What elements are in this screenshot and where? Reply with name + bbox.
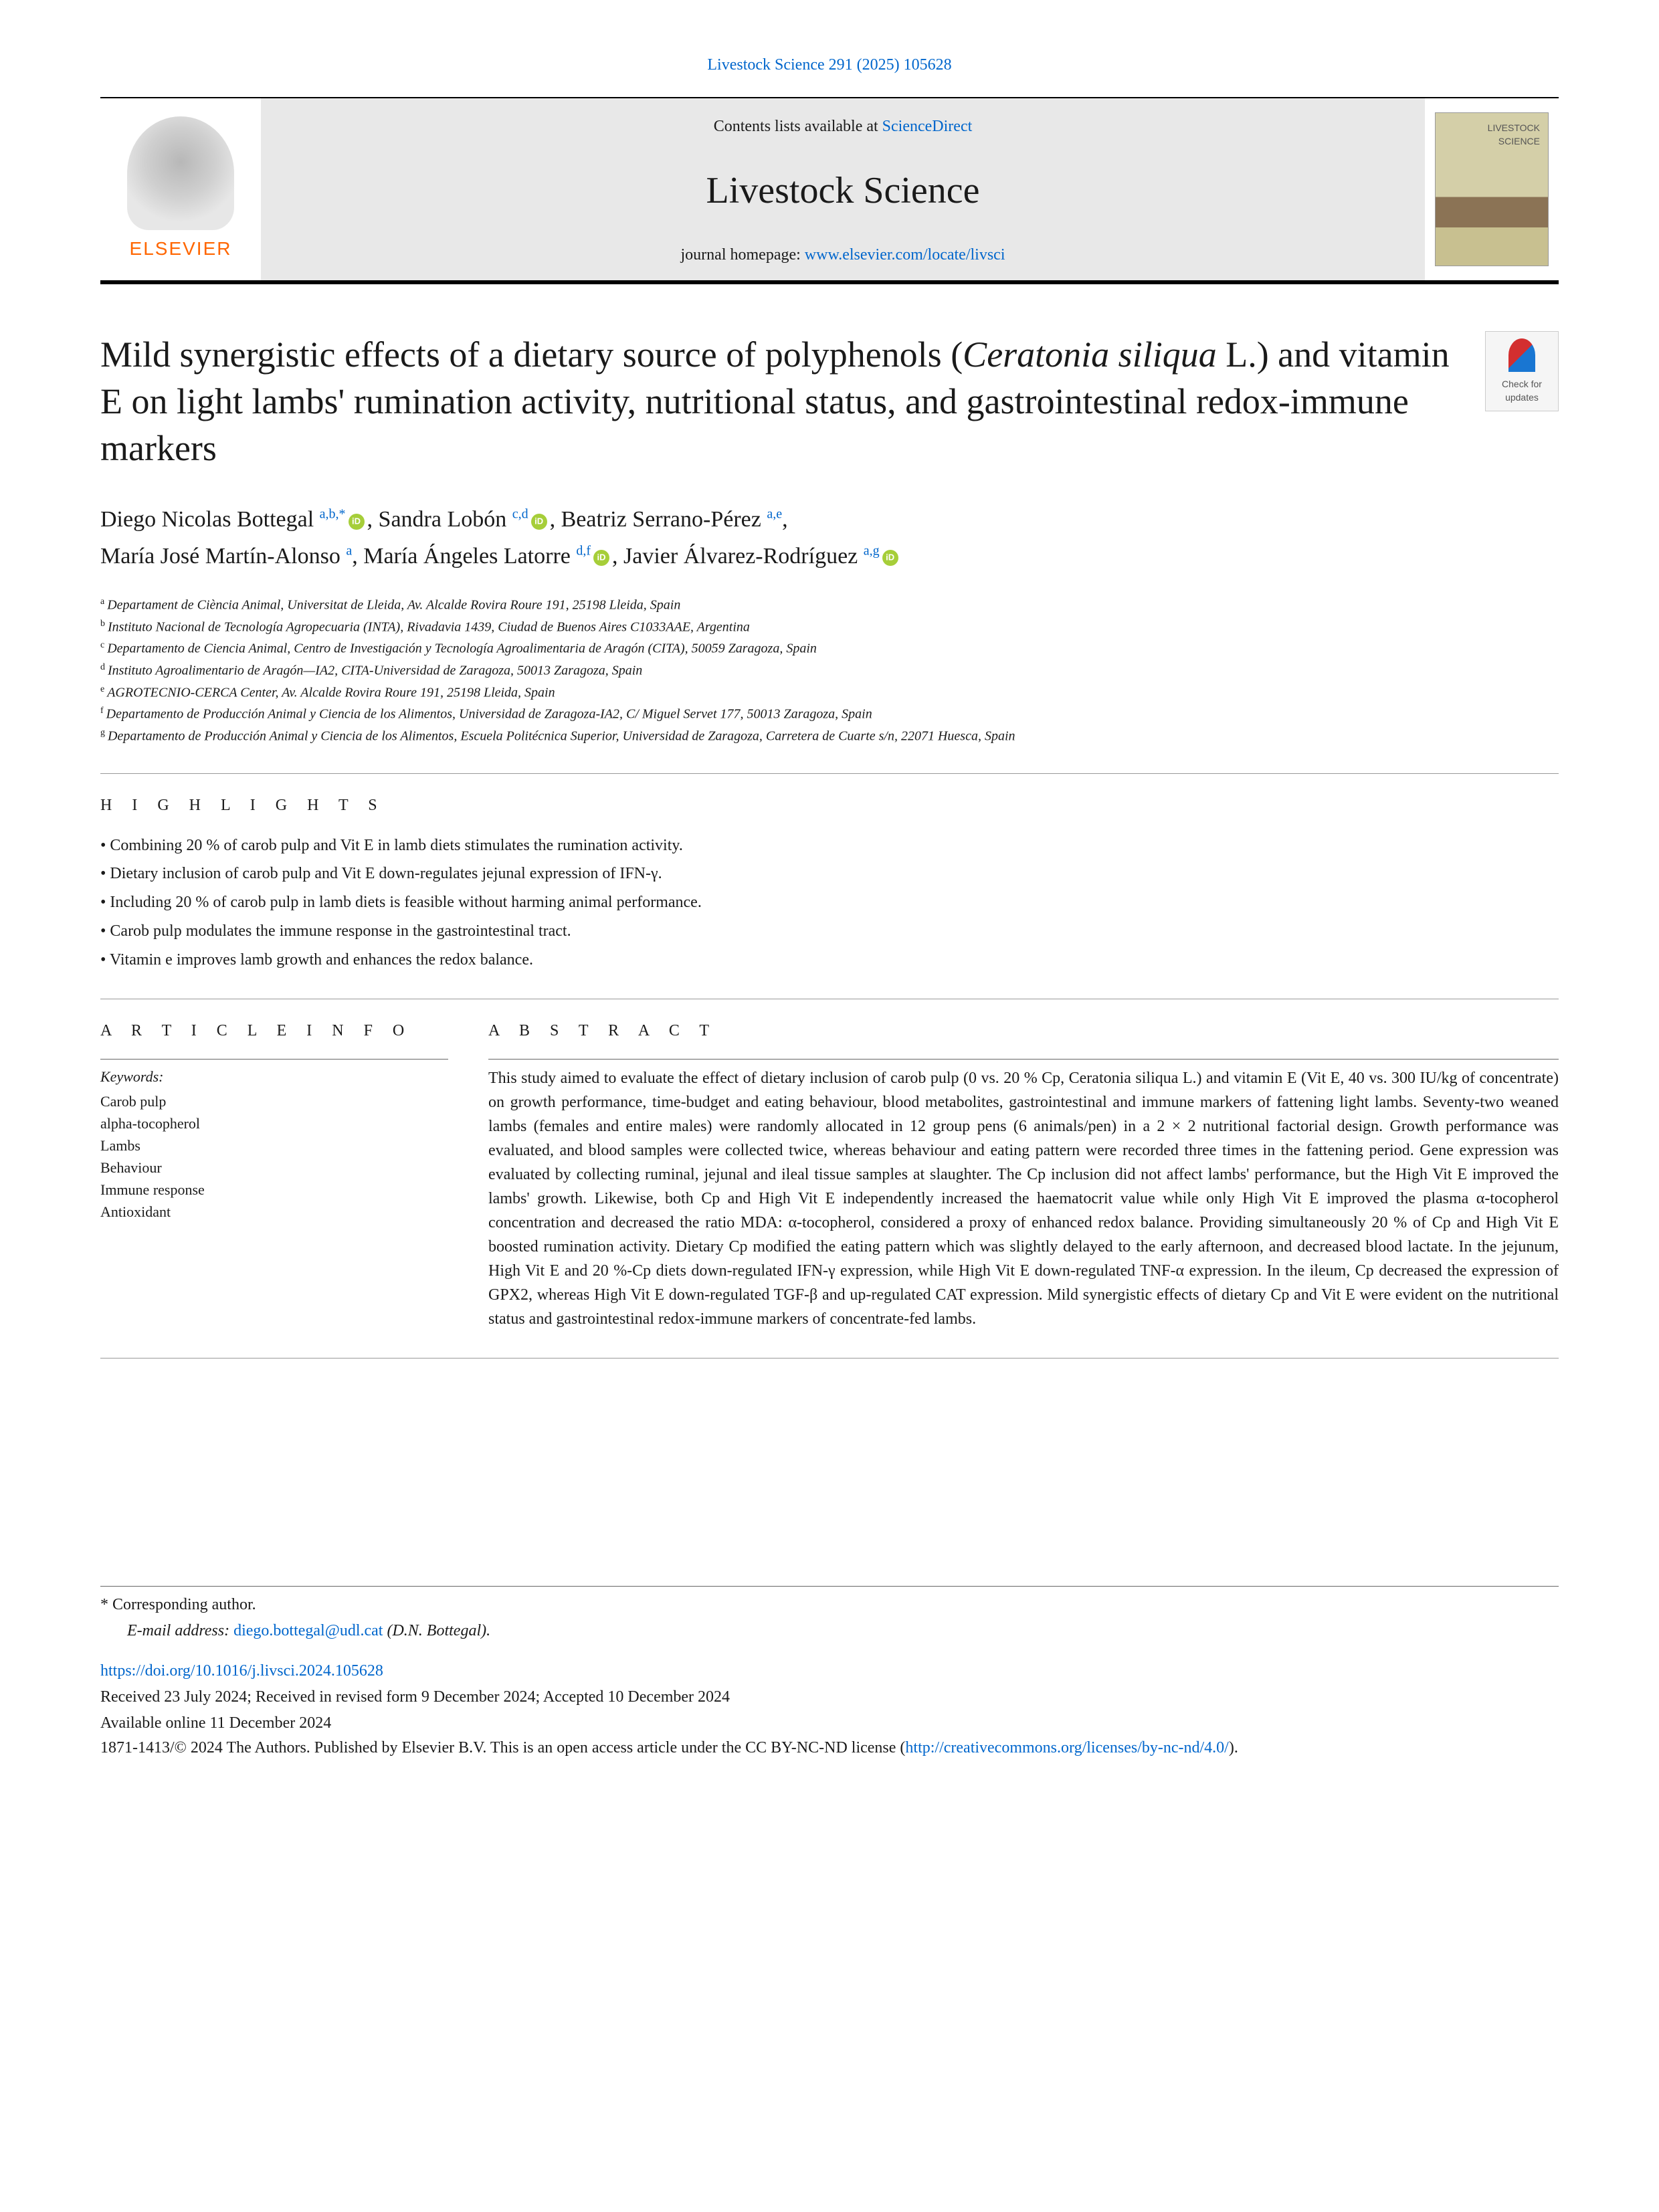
available-date: Available online 11 December 2024 [100,1712,1559,1735]
affiliation: cDepartamento de Ciencia Animal, Centro … [100,638,1559,659]
homepage-line: journal homepage: www.elsevier.com/locat… [681,243,1005,267]
authors-list: Diego Nicolas Bottegal a,b,*, Sandra Lob… [100,502,1559,575]
affiliation-sup: c [100,640,104,650]
check-updates-button[interactable]: Check for updates [1485,331,1559,411]
highlight-item: Carob pulp modulates the immune response… [100,920,1559,943]
header-center: Contents lists available at ScienceDirec… [261,98,1425,280]
author-affil-sup: a,g [864,543,880,558]
journal-name: Livestock Science [706,164,980,218]
affiliation-sup: a [100,597,104,607]
homepage-link[interactable]: www.elsevier.com/locate/livsci [805,246,1005,264]
author: Beatriz Serrano-Pérez a,e [561,507,783,532]
highlight-item: Dietary inclusion of carob pulp and Vit … [100,862,1559,886]
keywords-label: Keywords: [100,1066,448,1088]
crossmark-icon [1508,338,1535,372]
orcid-icon[interactable] [349,514,365,530]
journal-header: ELSEVIER Contents lists available at Sci… [100,97,1559,284]
divider [100,773,1559,774]
affiliation-sup: f [100,706,104,716]
author: María José Martín-Alonso a [100,544,352,569]
copyright-line: 1871-1413/© 2024 The Authors. Published … [100,1737,1559,1760]
footer: * Corresponding author. E-mail address: … [100,1586,1559,1760]
journal-ref-link[interactable]: Livestock Science 291 (2025) 105628 [707,56,951,74]
corresponding-author: * Corresponding author. [100,1593,1559,1617]
keyword: Immune response [100,1179,448,1201]
elsevier-tree-icon [127,116,234,230]
affiliation: bInstituto Nacional de Tecnología Agrope… [100,617,1559,637]
highlights-section: Combining 20 % of carob pulp and Vit E i… [100,834,1559,972]
author: Diego Nicolas Bottegal a,b,* [100,507,367,532]
affiliation: fDepartamento de Producción Animal y Cie… [100,704,1559,724]
highlight-item: Vitamin e improves lamb growth and enhan… [100,948,1559,972]
title-italic: Ceratonia siliqua [963,334,1217,375]
keyword: Antioxidant [100,1201,448,1223]
keyword: Lambs [100,1134,448,1157]
keywords-list: Carob pulpalpha-tocopherolLambsBehaviour… [100,1090,448,1223]
email-link[interactable]: diego.bottegal@udl.cat [233,1622,383,1639]
article-info-heading: A R T I C L E I N F O [100,1019,448,1043]
copyright-suffix: ). [1229,1739,1238,1756]
divider [100,1059,448,1060]
keyword: alpha-tocopherol [100,1112,448,1134]
affiliation: aDepartament de Ciència Animal, Universi… [100,595,1559,615]
highlight-item: Including 20 % of carob pulp in lamb die… [100,891,1559,914]
received-dates: Received 23 July 2024; Received in revis… [100,1686,1559,1709]
title-part1: Mild synergistic effects of a dietary so… [100,334,963,375]
author-affil-sup: d,f [576,543,591,558]
abstract-column: A B S T R A C T This study aimed to eval… [488,1019,1559,1332]
divider [488,1059,1559,1060]
article-info-column: A R T I C L E I N F O Keywords: Carob pu… [100,1019,448,1332]
affiliation: gDepartamento de Producción Animal y Cie… [100,726,1559,746]
divider [100,1586,1559,1587]
affiliation-sup: d [100,662,105,672]
journal-reference: Livestock Science 291 (2025) 105628 [100,54,1559,77]
orcid-icon[interactable] [531,514,547,530]
affiliation-sup: g [100,728,105,738]
sciencedirect-link[interactable]: ScienceDirect [882,118,973,135]
highlights-list: Combining 20 % of carob pulp and Vit E i… [100,834,1559,972]
cover-image [1435,112,1549,266]
divider [100,1358,1559,1359]
highlights-heading: H I G H L I G H T S [100,794,1559,817]
author: Sandra Lobón c,d [379,507,550,532]
homepage-prefix: journal homepage: [681,246,805,264]
author-affil-sup: a,e [767,507,782,522]
elsevier-logo: ELSEVIER [100,98,261,280]
author: Javier Álvarez-Rodríguez a,g [623,544,901,569]
contents-prefix: Contents lists available at [714,118,882,135]
email-line: E-mail address: diego.bottegal@udl.cat (… [127,1619,1559,1643]
keyword: Carob pulp [100,1090,448,1112]
doi-link[interactable]: https://doi.org/10.1016/j.livsci.2024.10… [100,1662,383,1680]
cc-license-link[interactable]: http://creativecommons.org/licenses/by-n… [905,1739,1228,1756]
keyword: Behaviour [100,1157,448,1179]
abstract-text: This study aimed to evaluate the effect … [488,1066,1559,1331]
affiliation-sup: e [100,684,104,694]
abstract-heading: A B S T R A C T [488,1019,1559,1043]
copyright-prefix: 1871-1413/© 2024 The Authors. Published … [100,1739,905,1756]
journal-cover-thumbnail [1425,98,1559,280]
contents-line: Contents lists available at ScienceDirec… [714,115,973,138]
email-suffix: (D.N. Bottegal). [383,1622,490,1639]
author-affil-sup: c,d [512,507,528,522]
orcid-icon[interactable] [593,550,609,566]
orcid-icon[interactable] [882,550,898,566]
email-label: E-mail address: [127,1622,233,1639]
article-title: Mild synergistic effects of a dietary so… [100,331,1485,472]
author-affil-sup: a [346,543,352,558]
elsevier-text: ELSEVIER [130,235,232,263]
author: María Ángeles Latorre d,f [363,544,612,569]
check-updates-label: Check for updates [1486,377,1558,405]
affiliation: eAGROTECNIO-CERCA Center, Av. Alcalde Ro… [100,682,1559,703]
affiliations-list: aDepartament de Ciència Animal, Universi… [100,595,1559,746]
affiliation-sup: b [100,619,105,629]
affiliation: dInstituto Agroalimentario de Aragón—IA2… [100,660,1559,681]
author-affil-sup: a,b,* [320,507,346,522]
highlight-item: Combining 20 % of carob pulp and Vit E i… [100,834,1559,858]
